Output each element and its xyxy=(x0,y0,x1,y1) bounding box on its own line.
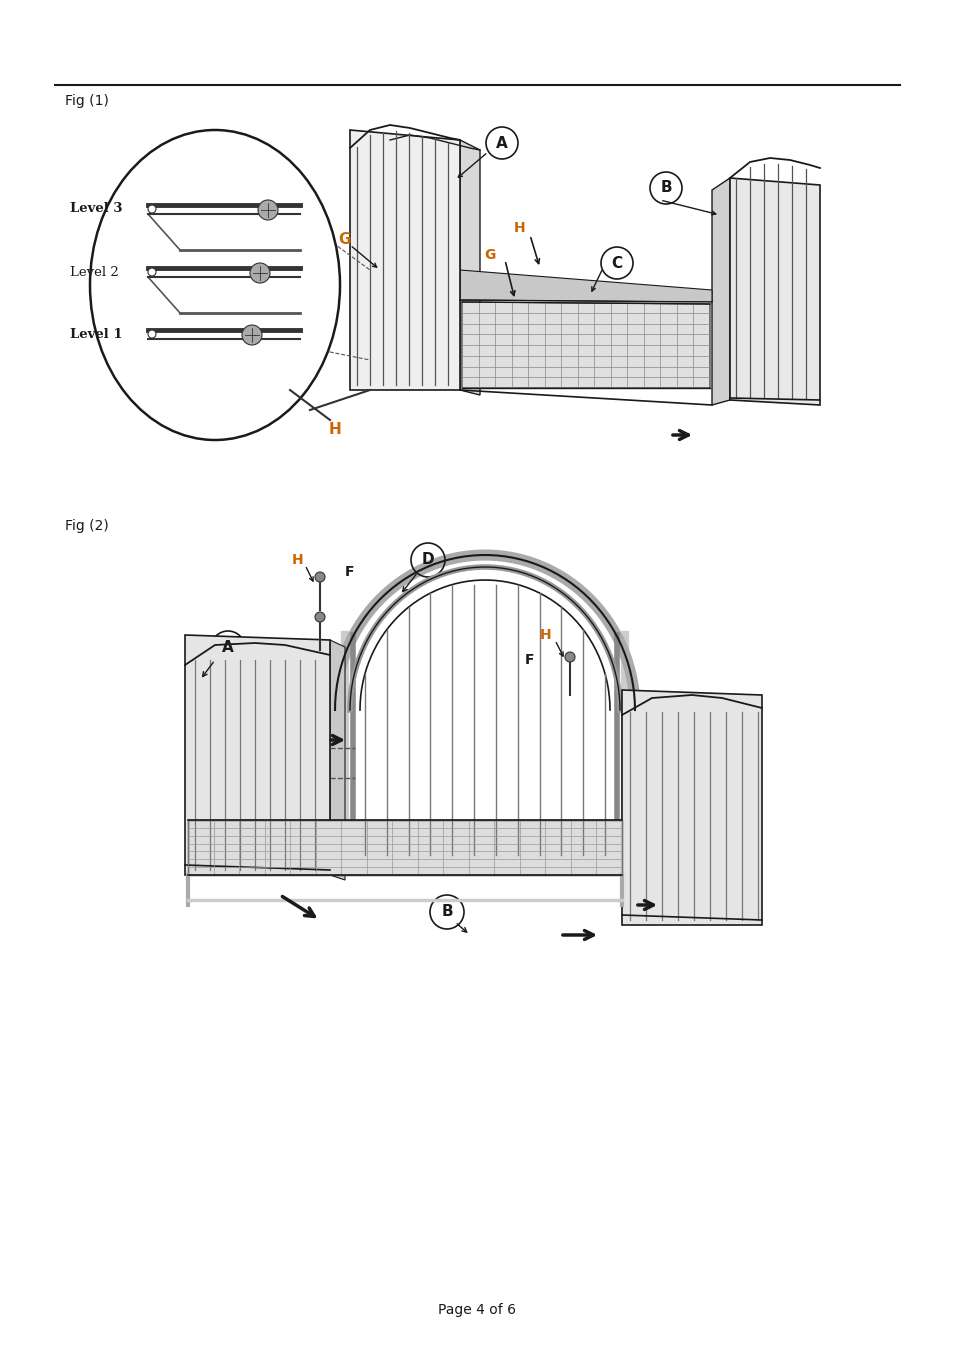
Text: Level 3: Level 3 xyxy=(70,203,122,216)
Text: G: G xyxy=(484,249,496,262)
Circle shape xyxy=(250,263,270,282)
Polygon shape xyxy=(461,303,709,388)
Polygon shape xyxy=(729,178,820,405)
Text: H: H xyxy=(514,222,525,235)
Text: A: A xyxy=(496,135,507,150)
Text: Level 1: Level 1 xyxy=(70,327,123,340)
Polygon shape xyxy=(330,640,345,880)
Text: F: F xyxy=(525,653,535,667)
Polygon shape xyxy=(459,141,479,394)
Polygon shape xyxy=(188,820,621,875)
Circle shape xyxy=(564,653,575,662)
Circle shape xyxy=(148,267,156,276)
Polygon shape xyxy=(711,178,729,405)
Text: G: G xyxy=(338,232,351,247)
Text: D: D xyxy=(421,553,434,567)
Circle shape xyxy=(148,330,156,338)
Text: A: A xyxy=(222,640,233,655)
Polygon shape xyxy=(459,270,711,303)
Text: Fig (2): Fig (2) xyxy=(65,519,109,534)
Text: H: H xyxy=(539,628,551,642)
Circle shape xyxy=(148,205,156,213)
Text: C: C xyxy=(611,255,622,270)
Polygon shape xyxy=(621,690,761,925)
Text: F: F xyxy=(345,565,355,580)
Text: B: B xyxy=(440,905,453,920)
Text: Fig (1): Fig (1) xyxy=(65,95,109,108)
Circle shape xyxy=(314,612,325,621)
Text: H: H xyxy=(292,553,303,567)
Text: Level 2: Level 2 xyxy=(70,266,118,278)
Polygon shape xyxy=(339,855,629,875)
Text: H: H xyxy=(328,423,341,438)
Polygon shape xyxy=(350,130,459,390)
Circle shape xyxy=(314,571,325,582)
Circle shape xyxy=(242,326,262,345)
Text: B: B xyxy=(659,181,671,196)
Ellipse shape xyxy=(90,130,339,440)
Circle shape xyxy=(257,200,277,220)
Text: Page 4 of 6: Page 4 of 6 xyxy=(437,1302,516,1317)
Polygon shape xyxy=(185,635,330,875)
